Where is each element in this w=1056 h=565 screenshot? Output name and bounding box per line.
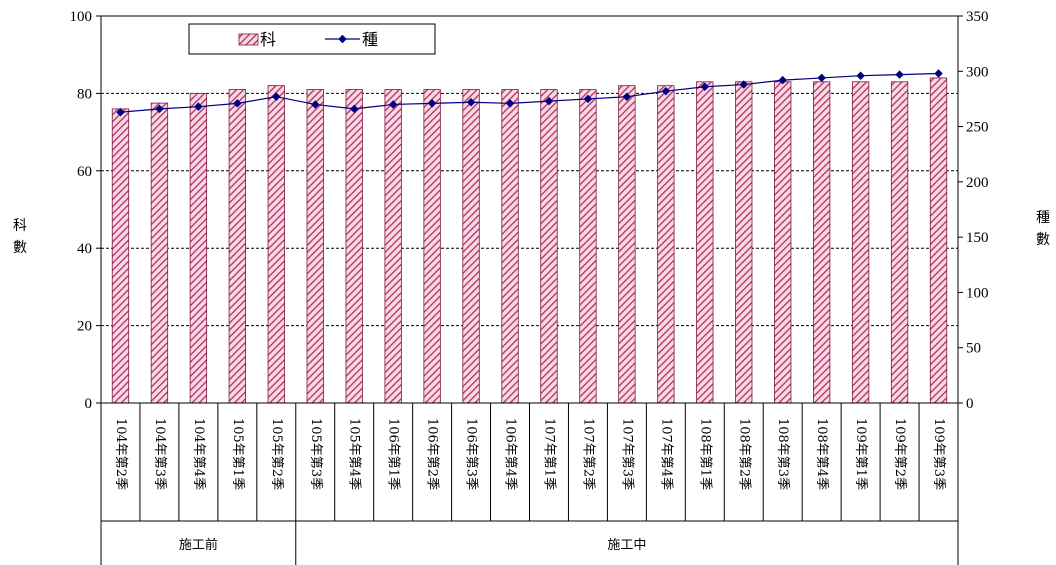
y-right-tick-label: 50 [966,341,981,357]
line-point [233,99,242,108]
category-label: 104年第4季 [191,418,206,490]
line-point [427,99,437,108]
category-label: 106年第4季 [503,418,518,490]
bar [462,89,480,404]
bar [929,77,948,404]
bar [579,89,597,404]
legend-label-line: 種 [362,30,378,49]
y-left-tick-label: 60 [77,164,92,180]
bar [189,93,208,404]
line-point [466,98,476,107]
category-label: 104年第2季 [113,418,128,490]
legend [188,23,436,55]
bar [540,89,558,404]
y-right-tick-label: 350 [966,9,989,25]
bar [618,85,636,404]
bar [345,89,363,404]
y-left-tick-label: 0 [85,396,93,412]
legend-line-marker [338,34,347,44]
line-point [388,100,398,109]
category-label: 107年第1季 [541,418,556,490]
y-left-label: 數 [13,240,27,256]
bar [306,89,324,404]
category-label: 105年第1季 [230,418,245,490]
line-point [817,73,826,83]
bar [813,81,831,404]
bar [851,81,870,404]
legend-bar-swatch [238,33,259,46]
category-label: 108年第2季 [736,418,751,490]
line-point [311,100,320,109]
bar [735,81,753,404]
category-label: 109年第2季 [892,418,907,490]
y-left-label: 科 [13,218,27,234]
category-label: 106年第3季 [464,418,479,490]
y-right-tick-label: 100 [966,285,989,301]
line-point [505,99,515,108]
category-label: 104年第3季 [152,418,167,490]
bar [501,89,519,404]
group-label: 施工前 [179,537,218,553]
y-right-tick-label: 250 [966,120,989,136]
category-label: 109年第1季 [853,418,868,490]
y-right-tick-label: 200 [966,175,989,191]
y-right-tick-label: 150 [966,230,989,246]
bar [384,89,402,404]
category-label: 107年第2季 [580,418,595,490]
category-label: 108年第4季 [814,418,829,490]
category-label: 107年第4季 [658,418,673,490]
group-label: 施工中 [607,538,646,553]
line-point [194,102,203,111]
bar [774,81,792,404]
category-label: 105年第2季 [269,418,284,490]
bar [696,81,714,404]
bar [423,89,441,404]
category-label: 108年第1季 [697,418,712,490]
bar [111,108,130,404]
y-left-tick-label: 20 [77,319,92,335]
category-label: 105年第4季 [347,418,362,490]
line-point [934,69,943,78]
y-right-label: 數 [1036,232,1050,248]
bar [657,85,675,404]
y-left-tick-label: 40 [77,241,92,257]
bar [890,81,909,404]
bar [228,89,246,404]
bar [267,85,285,404]
series-line [120,72,939,113]
y-left-tick-label: 100 [70,9,93,25]
line-point [856,71,865,80]
bar [150,102,169,404]
category-label: 106年第1季 [386,418,401,490]
plot-area: 020406080100050100150200250300350科數種數104… [13,9,1050,565]
legend-label-bar: 科 [260,30,276,49]
y-right-label: 種 [1036,210,1050,226]
line-point [272,92,281,101]
line-point [155,104,164,114]
category-label: 105年第3季 [308,418,323,490]
category-label: 108年第3季 [775,418,790,490]
line-point [116,107,125,117]
line-point [349,104,359,114]
y-left-tick-label: 80 [77,86,92,102]
category-label: 109年第3季 [931,418,946,490]
y-right-tick-label: 0 [966,396,974,412]
y-right-tick-label: 300 [966,64,989,80]
category-label: 107年第3季 [619,418,634,490]
category-label: 106年第2季 [425,418,440,490]
line-point [895,70,904,79]
